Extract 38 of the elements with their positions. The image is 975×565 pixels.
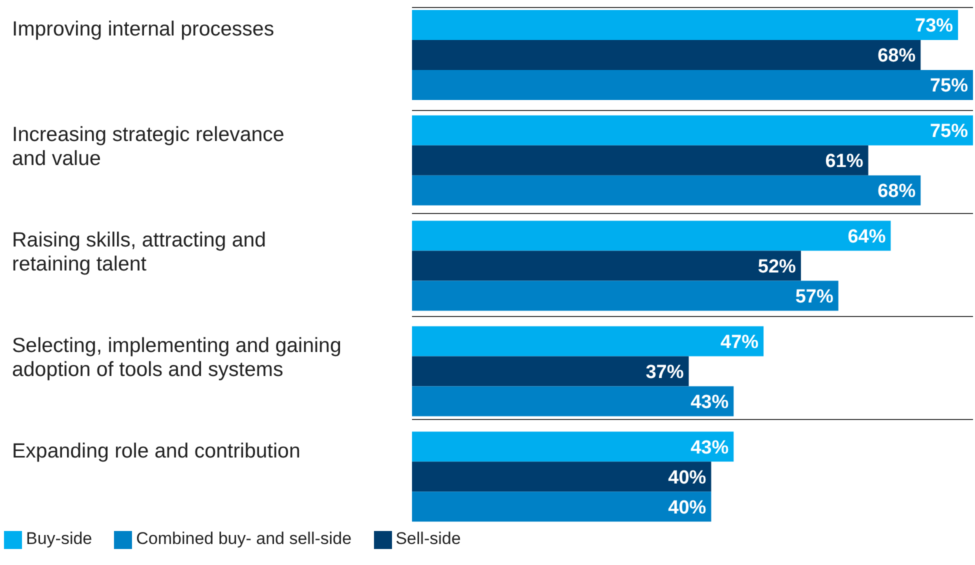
- bar: [412, 326, 764, 356]
- data-label: 40%: [668, 467, 706, 488]
- bar: [412, 175, 921, 206]
- data-label: 57%: [795, 286, 834, 308]
- bar: [412, 462, 712, 492]
- data-label: 43%: [690, 392, 729, 413]
- legend-label: Buy-side: [26, 529, 92, 548]
- data-label: 61%: [825, 151, 864, 172]
- data-label: 52%: [758, 256, 796, 278]
- bar: [412, 220, 891, 251]
- data-label: 68%: [878, 181, 916, 202]
- bar: [412, 70, 973, 100]
- bar: [412, 356, 689, 386]
- data-label: 40%: [668, 497, 706, 518]
- data-label: 75%: [930, 121, 968, 142]
- bar: [412, 492, 712, 522]
- y-tick-label: Expanding role and contribution: [12, 439, 300, 462]
- data-label: 64%: [848, 226, 886, 248]
- y-tick-label: Selecting, implementing and gaining adoption of tools and systems: [12, 334, 342, 381]
- y-tick-label: Increasing strategic relevance and value: [12, 123, 284, 170]
- data-label: 37%: [646, 362, 684, 383]
- bar: [412, 115, 973, 146]
- data-label: 47%: [720, 332, 759, 353]
- bar: [412, 145, 868, 176]
- legend-label: Combined buy- and sell-side: [136, 529, 352, 548]
- data-label: 73%: [915, 16, 954, 37]
- bar: [412, 280, 838, 311]
- bar: [412, 10, 958, 40]
- legend-label: Sell-side: [396, 529, 461, 548]
- bar: [412, 432, 734, 462]
- bar: [412, 250, 801, 281]
- y-tick-label: Raising skills, attracting and retaining talent: [12, 228, 266, 276]
- data-label: 68%: [878, 46, 916, 67]
- data-label: 43%: [690, 437, 729, 458]
- y-tick-label: Improving internal processes: [12, 18, 274, 41]
- bar: [412, 386, 734, 416]
- bar: [412, 40, 921, 70]
- data-label: 75%: [930, 76, 968, 97]
